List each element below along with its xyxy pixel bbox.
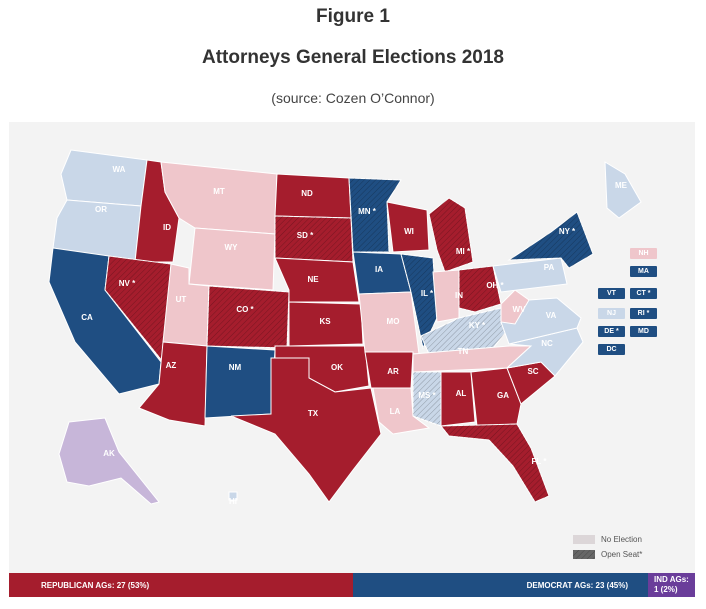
state-tx[interactable] bbox=[230, 357, 382, 503]
state-nm[interactable] bbox=[204, 345, 276, 419]
state-ne[interactable] bbox=[274, 257, 360, 303]
open-seat-hatch-fl bbox=[441, 424, 549, 502]
state-label-in: IN bbox=[455, 291, 463, 300]
open-seat-hatch-co bbox=[207, 286, 289, 348]
independent-total-value: 1 (2%) bbox=[654, 585, 678, 594]
state-label-il: IL * bbox=[421, 289, 434, 298]
state-box-nj[interactable]: NJ bbox=[598, 308, 625, 319]
state-label-ca: CA bbox=[81, 313, 93, 322]
state-label-fl: FL * bbox=[532, 457, 548, 466]
state-label-wv: WV bbox=[513, 305, 527, 314]
state-label-pa: PA bbox=[544, 263, 555, 272]
state-label-ut: UT bbox=[176, 295, 187, 304]
state-label-id: ID bbox=[163, 223, 171, 232]
state-pa[interactable] bbox=[492, 257, 568, 293]
legend-no-election-label: No Election bbox=[601, 535, 642, 544]
state-label-nv: NV * bbox=[119, 279, 136, 288]
state-label-ms: MS * bbox=[418, 391, 436, 400]
state-nd[interactable] bbox=[274, 173, 352, 219]
state-hi[interactable] bbox=[228, 491, 238, 501]
state-label-wa: WA bbox=[113, 165, 126, 174]
open-seat-hatch-nv bbox=[105, 256, 171, 362]
no-election-swatch bbox=[573, 535, 595, 544]
state-box-vt[interactable]: VT bbox=[598, 288, 625, 299]
open-seat-hatch-ny bbox=[509, 212, 593, 268]
state-label-al: AL bbox=[456, 389, 467, 398]
state-label-wy: WY bbox=[225, 243, 239, 252]
state-label-ar: AR bbox=[387, 367, 399, 376]
state-box-nh[interactable]: NH bbox=[630, 248, 657, 259]
state-label-nm: NM bbox=[229, 363, 242, 372]
republican-total-label: REPUBLICAN AGs: 27 (53%) bbox=[41, 580, 150, 590]
state-label-nd: ND bbox=[301, 189, 313, 198]
state-label-az: AZ bbox=[166, 361, 177, 370]
state-box-de[interactable]: DE * bbox=[598, 326, 625, 337]
state-label-ky: KY * bbox=[469, 321, 486, 330]
state-label-tx: TX bbox=[308, 409, 319, 418]
state-label-ak: AK bbox=[103, 449, 115, 458]
state-label-nc: NC bbox=[541, 339, 553, 348]
state-label-ga: GA bbox=[497, 391, 509, 400]
democrat-total-bar: DEMOCRAT AGs: 23 (45%) bbox=[353, 573, 648, 597]
republican-total-bar: REPUBLICAN AGs: 27 (53%) bbox=[9, 573, 353, 597]
state-box-md[interactable]: MD bbox=[630, 326, 657, 337]
state-la[interactable] bbox=[372, 387, 431, 435]
state-label-va: VA bbox=[546, 311, 557, 320]
state-label-mn: MN * bbox=[358, 207, 377, 216]
figure-title: Attorneys General Elections 2018 bbox=[201, 47, 504, 68]
state-wy[interactable] bbox=[188, 227, 276, 291]
state-ks[interactable] bbox=[288, 301, 364, 347]
state-wv[interactable] bbox=[500, 289, 530, 325]
state-label-mt: MT bbox=[213, 187, 225, 196]
state-label-sc: SC bbox=[527, 367, 538, 376]
state-label-co: CO * bbox=[236, 305, 254, 314]
state-wa[interactable] bbox=[60, 149, 148, 207]
open-seat-hatch-oh bbox=[459, 266, 501, 312]
state-label-ia: IA bbox=[375, 265, 383, 274]
open-seat-hatch-ms bbox=[413, 372, 441, 426]
state-label-ks: KS bbox=[319, 317, 331, 326]
state-label-ok: OK bbox=[331, 363, 343, 372]
state-label-me: ME bbox=[615, 181, 628, 190]
state-ak[interactable] bbox=[58, 417, 160, 505]
state-ga[interactable] bbox=[470, 367, 522, 427]
legend-open-seat-label: Open Seat* bbox=[601, 550, 643, 559]
open-seat-hatch-mi bbox=[429, 198, 473, 272]
state-label-wi: WI bbox=[404, 227, 414, 236]
state-box-ma[interactable]: MA bbox=[630, 266, 657, 277]
state-label-oh: OH * bbox=[486, 281, 504, 290]
state-label-tn: TN bbox=[458, 347, 469, 356]
state-box-ri[interactable]: RI * bbox=[630, 308, 657, 319]
map-legend: No Election Open Seat* bbox=[573, 532, 642, 562]
state-label-ny: NY * bbox=[559, 227, 576, 236]
open-seat-hatch-il bbox=[401, 254, 437, 348]
open-seat-hatch-sd bbox=[275, 216, 353, 262]
state-label-sd: SD * bbox=[297, 231, 314, 240]
legend-open-seat: Open Seat* bbox=[573, 547, 642, 562]
state-label-ne: NE bbox=[307, 275, 319, 284]
democrat-total-label: DEMOCRAT AGs: 23 (45%) bbox=[526, 580, 628, 590]
state-label-hi: HI bbox=[229, 497, 237, 506]
figure-number: Figure 1 bbox=[316, 6, 390, 27]
figure-source: (source: Cozen O’Connor) bbox=[271, 90, 435, 106]
open-seat-swatch bbox=[573, 550, 595, 559]
open-seat-hatch-mn bbox=[349, 178, 401, 252]
legend-no-election: No Election bbox=[573, 532, 642, 547]
open-seat-hatch-ky bbox=[421, 308, 517, 354]
state-al[interactable] bbox=[440, 371, 476, 427]
state-wi[interactable] bbox=[386, 201, 430, 253]
independent-total-bar: IND AGs: 1 (2%) bbox=[648, 573, 695, 597]
state-label-mo: MO bbox=[387, 317, 400, 326]
us-map: WA OR CA ID NV * MT WY UT AZ CO * NM ND SD * NE KS OK TX… bbox=[48, 149, 642, 506]
state-me[interactable] bbox=[604, 161, 642, 219]
state-box-ct[interactable]: CT * bbox=[630, 288, 657, 299]
state-label-mi: MI * bbox=[456, 247, 471, 256]
state-box-dc[interactable]: DC bbox=[598, 344, 625, 355]
state-label-or: OR bbox=[95, 205, 107, 214]
state-label-la: LA bbox=[390, 407, 401, 416]
independent-total-label: IND AGs: bbox=[654, 575, 689, 584]
